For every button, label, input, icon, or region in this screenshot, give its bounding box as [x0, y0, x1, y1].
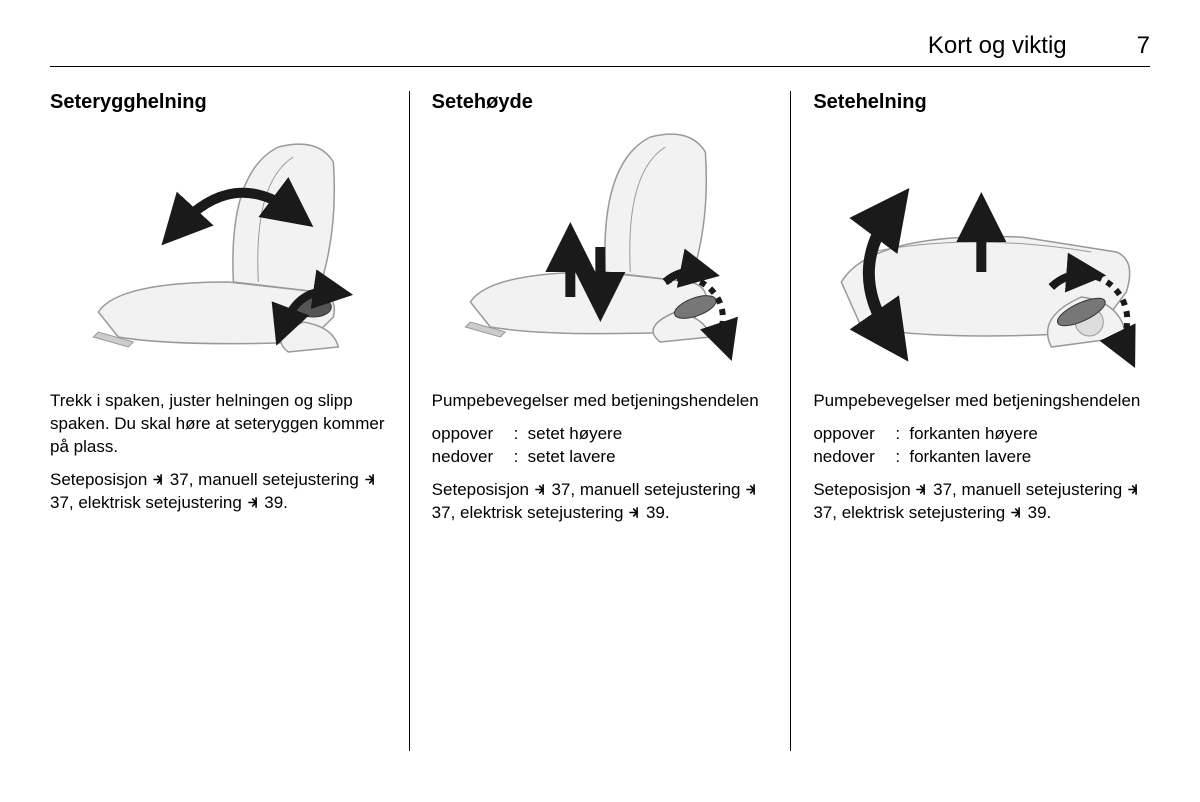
definition-row: oppover : setet høyere — [432, 423, 769, 446]
columns: Seterygghelning — [50, 91, 1150, 751]
section-title: Setehelning — [813, 91, 1150, 114]
illustration-backrest — [50, 132, 387, 372]
reference-text: Seteposisjon 37, manuell setejustering 3… — [813, 479, 1150, 525]
body-text: Pumpebevegelser med betjeningshendelen — [432, 390, 769, 413]
reference-icon — [1010, 506, 1023, 519]
column-1: Seterygghelning — [50, 91, 409, 751]
definition-row: nedover : setet lavere — [432, 446, 769, 469]
reference-text: Seteposisjon 37, manuell setejustering 3… — [432, 479, 769, 525]
illustration-height — [432, 132, 769, 372]
definition-list: oppover : setet høyere nedover : setet l… — [432, 423, 769, 469]
section-title: Setehøyde — [432, 91, 769, 114]
body-text: Trekk i spaken, juster helningen og slip… — [50, 390, 387, 459]
reference-icon — [628, 506, 641, 519]
definition-list: oppover : forkanten høyere nedover : for… — [813, 423, 1150, 469]
definition-row: oppover : forkanten høyere — [813, 423, 1150, 446]
page-number: 7 — [1137, 32, 1150, 60]
section-title: Seterygghelning — [50, 91, 387, 114]
reference-icon — [915, 483, 928, 496]
column-2: Setehøyde — [410, 91, 791, 751]
reference-icon — [1127, 483, 1140, 496]
definition-row: nedover : forkanten lavere — [813, 446, 1150, 469]
reference-icon — [152, 473, 165, 486]
reference-text: Seteposisjon 37, manuell setejustering 3… — [50, 469, 387, 515]
reference-icon — [364, 473, 377, 486]
reference-icon — [745, 483, 758, 496]
column-3: Setehelning — [791, 91, 1150, 751]
header-title: Kort og viktig — [928, 32, 1067, 60]
reference-icon — [534, 483, 547, 496]
body-text: Pumpebevegelser med betjeningshendelen — [813, 390, 1150, 413]
reference-icon — [247, 496, 260, 509]
illustration-tilt — [813, 132, 1150, 372]
page-header: Kort og viktig 7 — [50, 32, 1150, 67]
